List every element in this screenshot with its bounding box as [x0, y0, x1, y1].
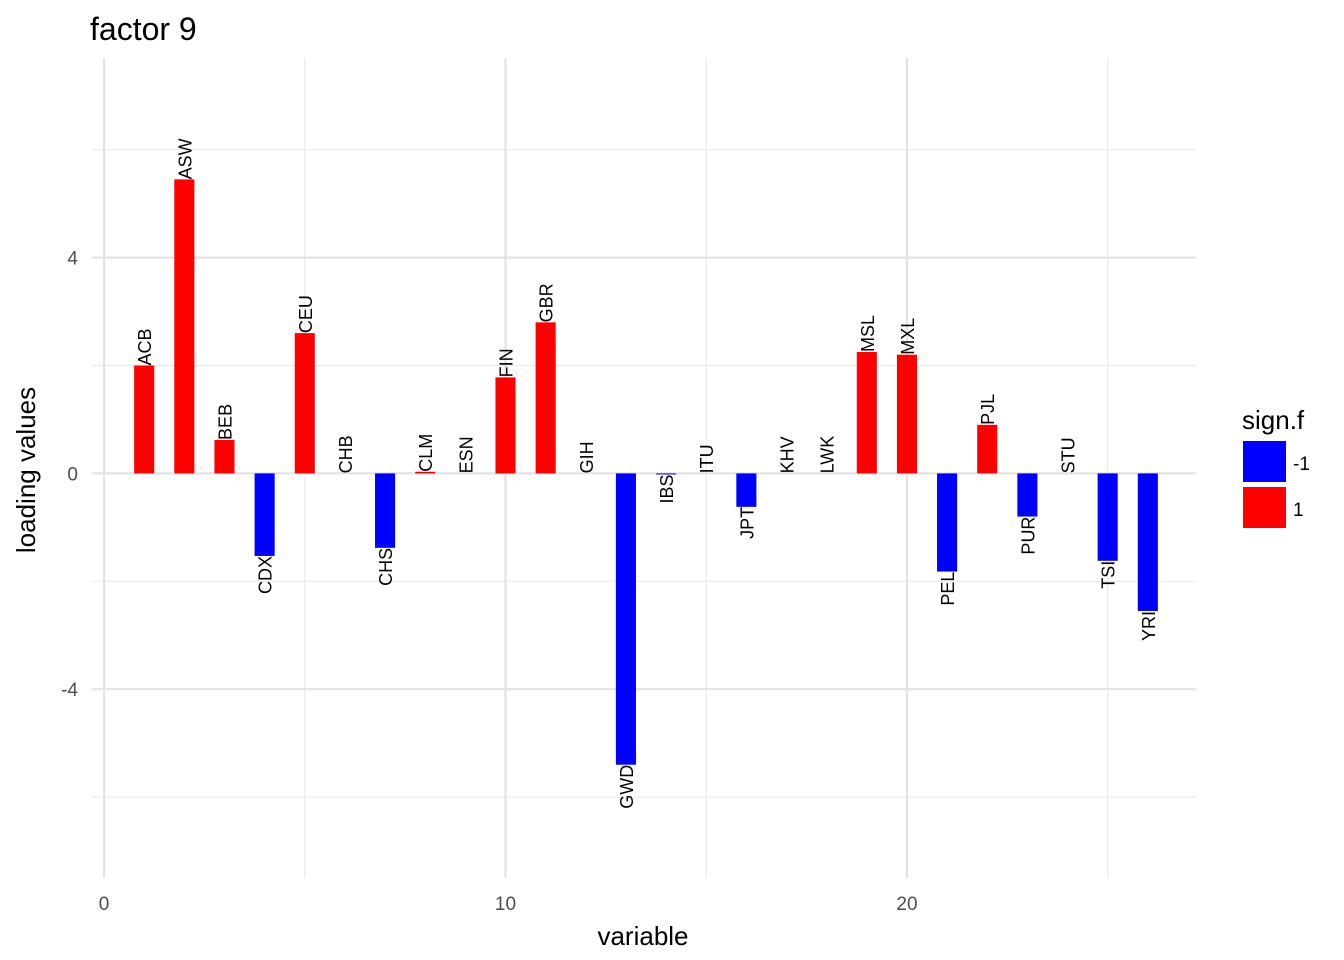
bar-ceu: [294, 333, 315, 474]
bar-label-yri: YRI: [1139, 611, 1159, 641]
bar-asw: [174, 179, 195, 474]
bar-label-chb: CHB: [336, 435, 356, 473]
bar-beb: [214, 439, 235, 474]
bar-label-pjl: PJL: [978, 394, 998, 425]
bar-jpt: [736, 473, 757, 507]
bar-acb: [134, 365, 155, 474]
bar-label-gih: GIH: [577, 441, 597, 473]
x-axis-ticks: 0 10 20: [99, 894, 918, 915]
bar-chs: [375, 473, 396, 548]
bar-label-esn: ESN: [456, 436, 476, 473]
bar-label-fin: FIN: [496, 348, 516, 377]
minor-gridlines: [92, 58, 1196, 878]
bar-label-asw: ASW: [175, 138, 195, 179]
x-tick-label: 20: [896, 894, 917, 915]
bar-label-jpt: JPT: [737, 507, 757, 539]
bar-label-ibs: IBS: [657, 474, 677, 503]
bar-series: [134, 179, 1158, 765]
bar-label-ceu: CEU: [296, 295, 316, 333]
bar-clm: [415, 471, 436, 474]
x-axis-title: variable: [597, 921, 688, 951]
bar-label-acb: ACB: [135, 328, 155, 365]
bar-label-chs: CHS: [376, 548, 396, 586]
x-tick-label: 0: [99, 894, 110, 915]
legend-label-negative: -1: [1293, 454, 1310, 475]
bar-gbr: [535, 322, 556, 474]
bar-tsi: [1097, 473, 1118, 561]
bar-yri: [1137, 473, 1158, 611]
bar-fin: [495, 377, 516, 474]
bar-label-clm: CLM: [416, 434, 436, 472]
bar-label-cdx: CDX: [256, 556, 276, 594]
bar-label-beb: BEB: [215, 404, 235, 440]
bar-label-pur: PUR: [1018, 517, 1038, 555]
y-axis-ticks: -4 0 4: [61, 249, 78, 702]
legend: sign.f -1 1: [1242, 405, 1310, 528]
legend-swatch-negative: [1243, 441, 1286, 482]
bar-label-gwd: GWD: [617, 765, 637, 809]
bar-labels: ACB ASW BEB CDX CEU CHB CHS CLM ESN FIN GBR GIH GWD I…: [135, 138, 1159, 808]
major-gridlines: [92, 58, 1196, 878]
chart-title: factor 9: [90, 11, 197, 47]
bar-label-msl: MSL: [858, 315, 878, 352]
bar-mxl: [896, 354, 917, 474]
bar-cdx: [254, 473, 275, 556]
legend-label-positive: 1: [1293, 500, 1304, 521]
legend-title: sign.f: [1242, 405, 1305, 435]
bar-label-itu: ITU: [697, 444, 717, 473]
bar-label-khv: KHV: [778, 436, 798, 473]
bar-label-pel: PEL: [938, 572, 958, 606]
bar-label-gbr: GBR: [537, 283, 557, 322]
y-tick-label: 4: [67, 249, 78, 270]
bar-gwd: [615, 473, 636, 765]
bar-msl: [856, 352, 877, 474]
bar-ibs: [656, 473, 677, 475]
bar-pur: [1017, 473, 1038, 517]
bar-label-lwk: LWK: [818, 436, 838, 474]
y-tick-label: 0: [67, 464, 78, 485]
bar-pel: [937, 473, 958, 572]
x-tick-label: 10: [495, 894, 516, 915]
y-axis-title: loading values: [11, 387, 41, 553]
y-tick-label: -4: [61, 680, 78, 701]
bar-label-tsi: TSI: [1099, 561, 1119, 589]
bar-label-stu: STU: [1059, 437, 1079, 473]
bar-label-mxl: MXL: [898, 318, 918, 355]
legend-swatch-positive: [1243, 487, 1286, 528]
bar-pjl: [977, 424, 998, 474]
